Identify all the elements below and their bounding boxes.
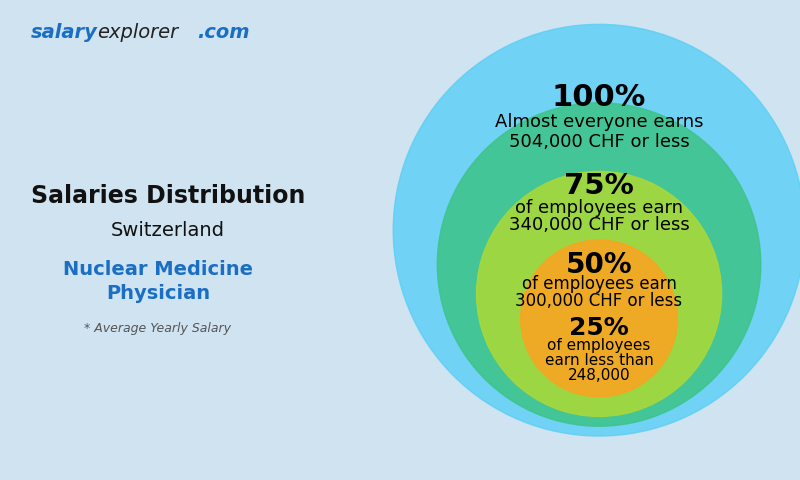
Text: 300,000 CHF or less: 300,000 CHF or less — [515, 292, 682, 310]
Text: of employees earn: of employees earn — [522, 275, 677, 293]
Text: 50%: 50% — [566, 251, 632, 278]
Text: Switzerland: Switzerland — [110, 221, 225, 240]
Circle shape — [394, 24, 800, 436]
Text: Salaries Distribution: Salaries Distribution — [30, 184, 305, 208]
Circle shape — [521, 240, 678, 397]
Text: .com: .com — [197, 23, 250, 42]
Text: 248,000: 248,000 — [568, 368, 630, 383]
Text: Nuclear Medicine: Nuclear Medicine — [63, 260, 253, 279]
Circle shape — [438, 103, 761, 426]
Text: of employees earn: of employees earn — [515, 199, 683, 216]
Text: salary: salary — [30, 23, 98, 42]
Text: 504,000 CHF or less: 504,000 CHF or less — [509, 133, 690, 151]
Circle shape — [477, 171, 722, 417]
Text: * Average Yearly Salary: * Average Yearly Salary — [85, 322, 231, 335]
Text: Almost everyone earns: Almost everyone earns — [495, 113, 703, 132]
Text: 340,000 CHF or less: 340,000 CHF or less — [509, 216, 690, 234]
Text: earn less than: earn less than — [545, 353, 654, 368]
Text: 75%: 75% — [564, 172, 634, 200]
Text: 100%: 100% — [552, 84, 646, 112]
Text: of employees: of employees — [547, 338, 650, 353]
Text: Physician: Physician — [106, 285, 210, 303]
Text: explorer: explorer — [97, 23, 178, 42]
Text: 25%: 25% — [569, 316, 629, 340]
